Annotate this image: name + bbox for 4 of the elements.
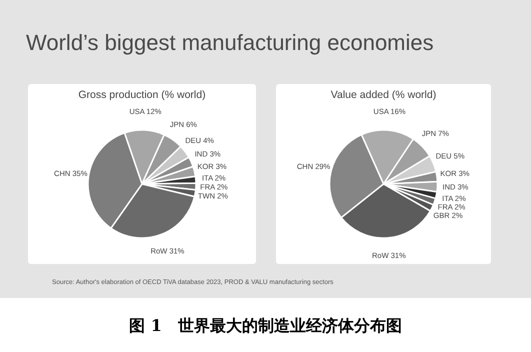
- chart-subtitle: Gross production (% world): [77, 89, 207, 101]
- chart-title: Value added (% world): [330, 89, 438, 101]
- chart-title: World’s biggest manufacturing economies: [26, 30, 434, 56]
- caption: 图 1 世界最大的制造业经济体分布图: [128, 316, 403, 337]
